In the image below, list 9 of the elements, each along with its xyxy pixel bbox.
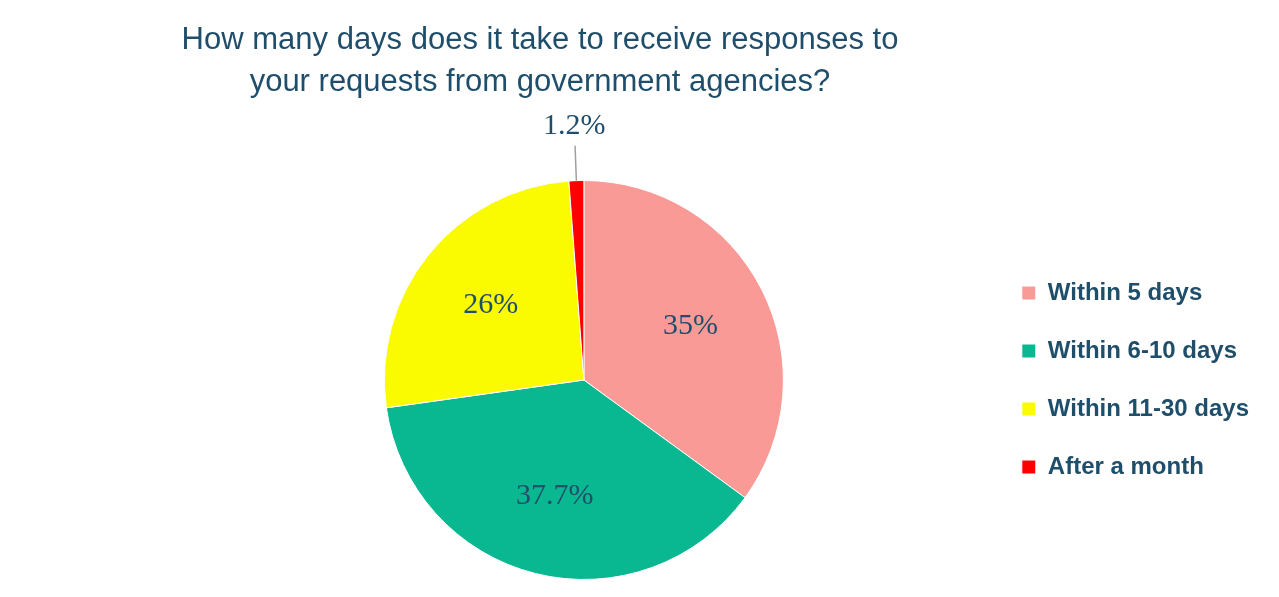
data-label: 26% (463, 285, 519, 319)
legend-label: Within 5 days (1047, 277, 1203, 305)
data-label: 1.2% (543, 106, 606, 140)
data-label: 35% (663, 306, 719, 340)
legend-label: After a month (1047, 451, 1204, 479)
data-label: 37.7% (516, 476, 594, 510)
legend-label: Within 11-30 days (1047, 393, 1249, 421)
chart-title: How many days does it take to receive responses to your requests from government agencies? (180, 20, 900, 100)
legend-label: Within 6-10 days (1047, 335, 1237, 363)
